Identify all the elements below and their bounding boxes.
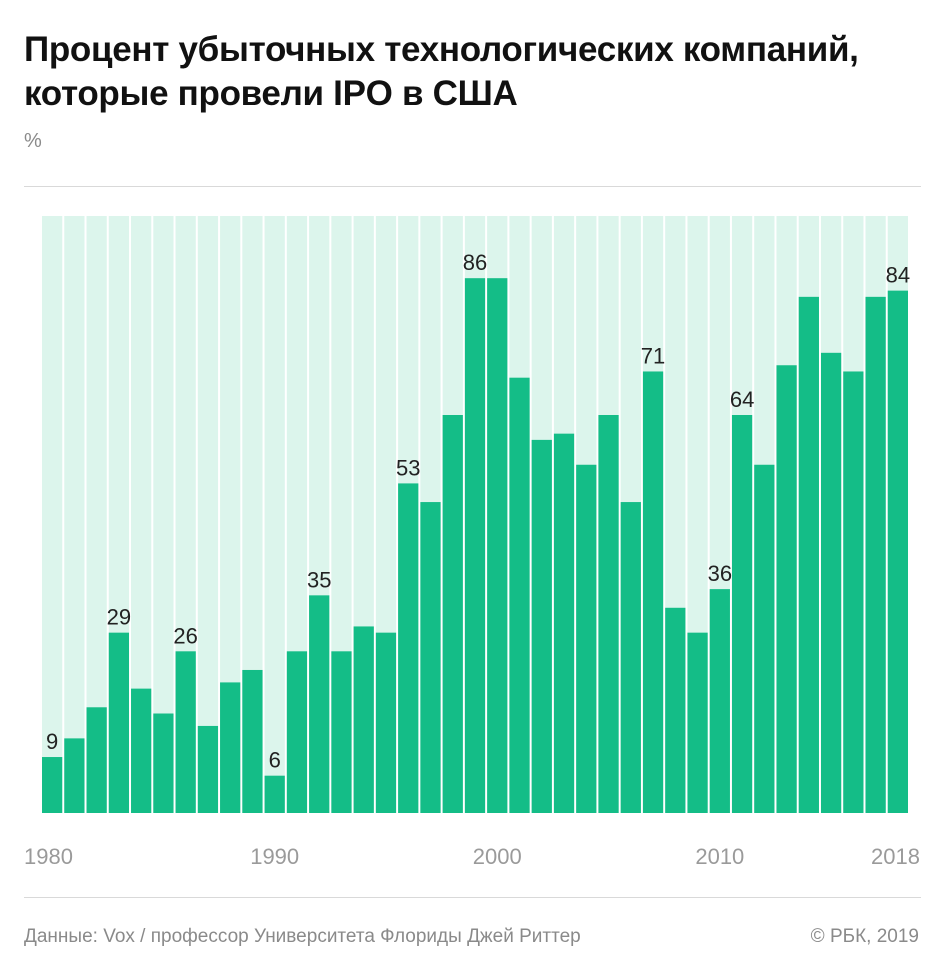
background-column bbox=[153, 216, 174, 813]
data-label: 35 bbox=[307, 567, 331, 592]
bar bbox=[843, 371, 864, 813]
bar bbox=[286, 651, 308, 813]
data-label: 86 bbox=[463, 250, 487, 275]
bar bbox=[309, 595, 330, 813]
data-label: 9 bbox=[46, 729, 58, 754]
x-tick-label: 1990 bbox=[250, 844, 299, 869]
bar bbox=[709, 589, 730, 813]
bar bbox=[375, 632, 397, 813]
bar bbox=[398, 483, 419, 813]
bar bbox=[242, 669, 263, 813]
copyright-note: © РБК, 2019 bbox=[810, 926, 919, 947]
bar bbox=[86, 707, 107, 813]
background-column bbox=[197, 216, 219, 813]
bar bbox=[264, 775, 285, 813]
bar bbox=[131, 688, 152, 813]
data-label: 64 bbox=[730, 387, 754, 412]
bar bbox=[731, 415, 753, 813]
bar bbox=[754, 464, 775, 813]
bar bbox=[531, 439, 552, 813]
data-label: 36 bbox=[708, 561, 732, 586]
background-column bbox=[86, 216, 107, 813]
bar bbox=[420, 502, 441, 813]
bar bbox=[42, 757, 63, 813]
bar bbox=[331, 651, 352, 813]
bar-chart: 9 6 29 26 35 53 86 71 36 64 84 1980 1990 2000 2010 2018 bbox=[24, 216, 920, 869]
background-column bbox=[131, 216, 152, 813]
bar bbox=[197, 725, 219, 813]
bar bbox=[64, 738, 85, 813]
bar bbox=[108, 632, 130, 813]
bar bbox=[442, 415, 463, 813]
background-column bbox=[64, 216, 85, 813]
data-label: 26 bbox=[173, 623, 197, 648]
bar bbox=[153, 713, 174, 813]
bar bbox=[553, 433, 575, 813]
data-label: 84 bbox=[886, 263, 910, 288]
bar bbox=[175, 651, 196, 813]
bar bbox=[509, 377, 530, 813]
x-tick-label: 2000 bbox=[473, 844, 522, 869]
bar bbox=[487, 278, 508, 813]
bar bbox=[865, 296, 886, 813]
top-divider bbox=[24, 186, 921, 187]
source-note: Данные: Vox / профессор Университета Фло… bbox=[24, 926, 581, 947]
bar bbox=[887, 290, 908, 813]
background-column bbox=[220, 216, 241, 813]
bar bbox=[620, 502, 641, 813]
chart-title: Процент убыточных технологических компан… bbox=[24, 30, 859, 113]
data-label: 6 bbox=[269, 748, 281, 773]
data-label: 71 bbox=[641, 343, 665, 368]
background-column bbox=[42, 216, 63, 813]
unit-label: % bbox=[24, 130, 42, 152]
background-column bbox=[264, 216, 285, 813]
bar bbox=[776, 365, 797, 813]
bar bbox=[665, 607, 686, 813]
bar bbox=[576, 464, 597, 813]
bar bbox=[220, 682, 241, 813]
x-tick-label: 1980 bbox=[24, 844, 73, 869]
bar bbox=[464, 278, 486, 813]
bar bbox=[687, 632, 708, 813]
bar bbox=[820, 352, 842, 813]
bar bbox=[642, 371, 664, 813]
bar bbox=[798, 296, 819, 813]
bar bbox=[353, 626, 374, 813]
bottom-divider bbox=[24, 897, 921, 898]
x-tick-label: 2018 bbox=[871, 844, 920, 869]
data-label: 29 bbox=[107, 605, 131, 630]
data-label: 53 bbox=[396, 455, 420, 480]
x-tick-label: 2010 bbox=[695, 844, 744, 869]
bar bbox=[598, 415, 619, 813]
background-column bbox=[242, 216, 263, 813]
